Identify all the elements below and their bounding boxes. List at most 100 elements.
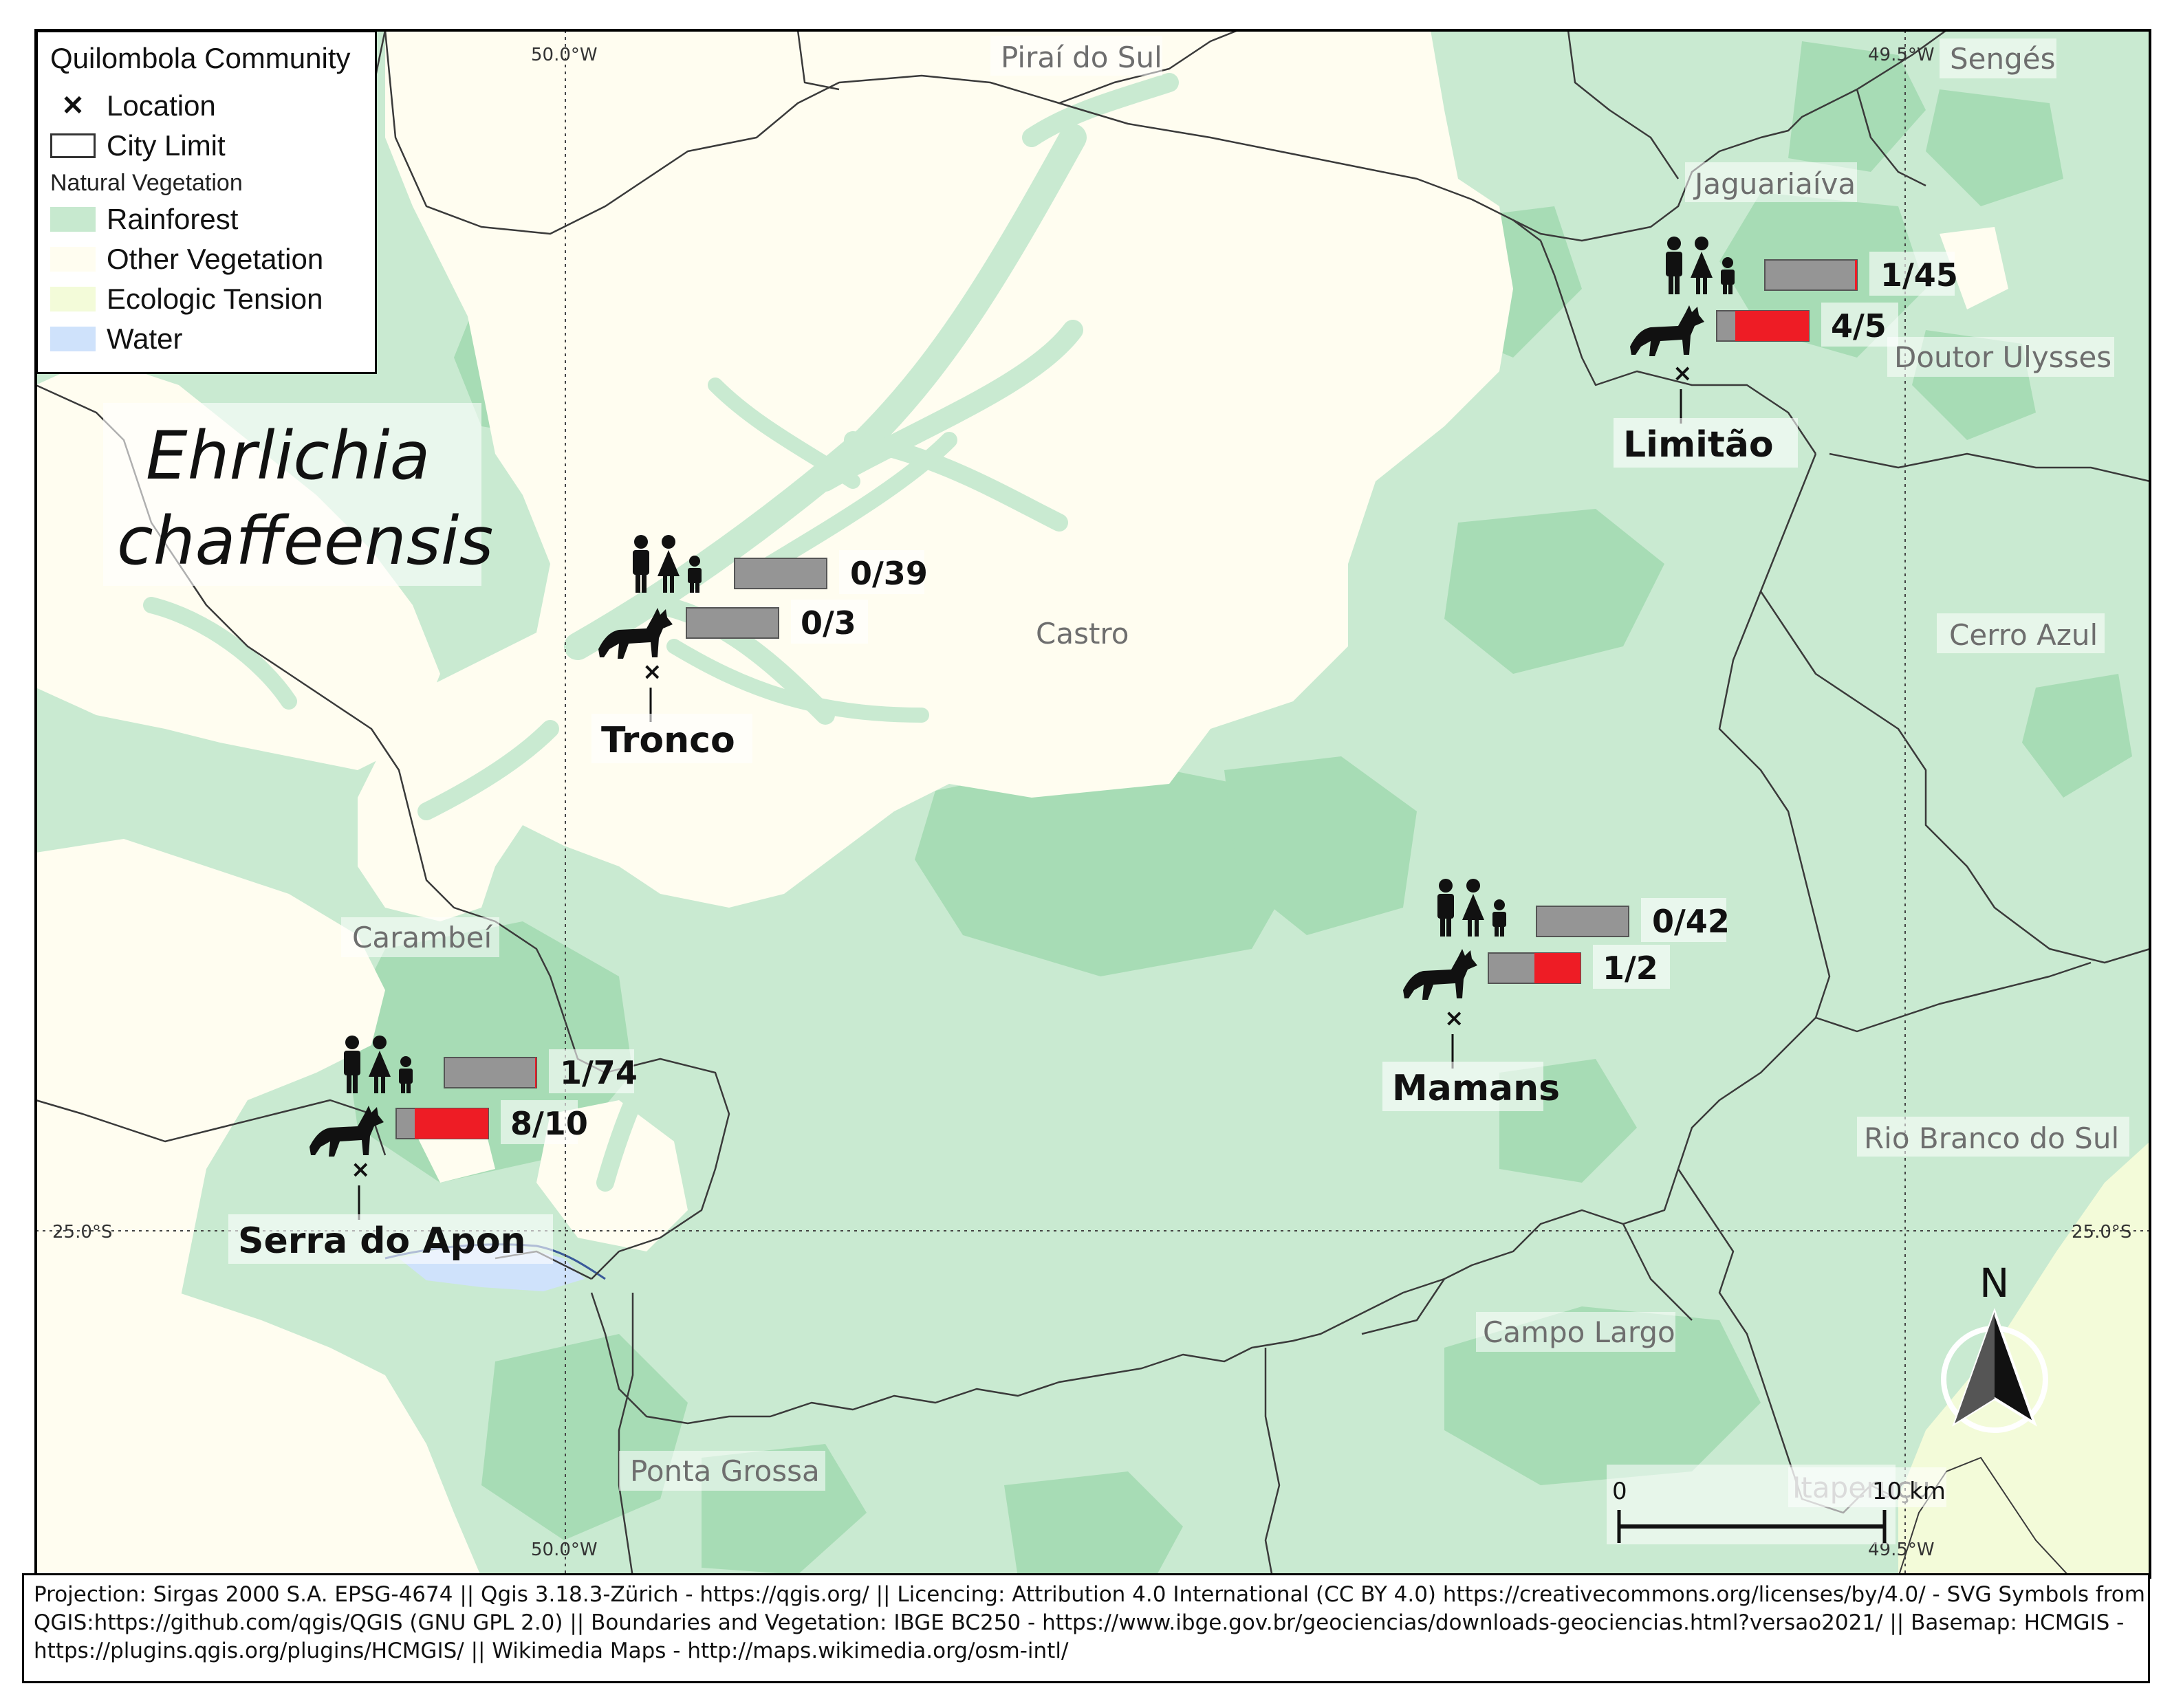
map-title-line1: Ehrlichia <box>146 417 430 494</box>
site-label: Limitão <box>1623 424 1774 466</box>
location-x-icon: × <box>642 658 662 686</box>
site-label-background <box>1382 1062 1543 1111</box>
person-icon <box>633 550 649 575</box>
count-background <box>549 1049 634 1093</box>
community-markers: 0/39 0/3 × Tronco 1/45 4/5 × Limitão 0/42 1/2 × Mam… <box>228 237 1958 1264</box>
scale-bar-end-label: 10 km <box>1872 1478 1946 1505</box>
human-bar-positive <box>535 1058 536 1088</box>
city-label-campo-largo: Campo Largo <box>1483 1315 1675 1349</box>
person-icon <box>381 1075 385 1093</box>
person-icon <box>400 1056 411 1067</box>
ecologic-tension-swatch <box>50 287 96 311</box>
person-icon <box>1495 926 1499 937</box>
human-bar-negative <box>734 558 827 589</box>
location-x-icon: × <box>351 1156 371 1183</box>
human-bar-negative <box>1764 259 1858 291</box>
person-icon <box>670 575 674 593</box>
city-limit-swatch <box>50 133 96 158</box>
dog-bar-positive <box>415 1108 488 1139</box>
site-label-background <box>228 1214 553 1264</box>
count-background <box>839 550 924 594</box>
site-label-background <box>591 714 752 763</box>
dog-bar-negative <box>686 607 779 639</box>
human-bar-positive <box>1855 260 1857 290</box>
dog-count-label: 4/5 <box>1831 307 1887 344</box>
person-icon <box>344 1051 360 1075</box>
site-label: Mamans <box>1392 1068 1560 1109</box>
community-limitao: 1/45 4/5 × Limitão <box>1614 237 1958 468</box>
count-background <box>791 600 868 644</box>
legend-item-city-limit: City Limit <box>50 126 362 166</box>
scale-bar-start-label: 0 <box>1612 1478 1627 1505</box>
person-icon <box>1691 252 1713 278</box>
human-count-label: 1/45 <box>1880 256 1958 294</box>
person-icon <box>1728 283 1733 294</box>
dog-icon <box>309 1106 384 1157</box>
person-icon <box>345 1036 359 1049</box>
ecologic-tension-boundary <box>1898 1456 2071 1578</box>
person-icon <box>662 535 675 549</box>
legend-item-rainforest: Rainforest <box>50 199 362 239</box>
graticule-label-lon-left-bottom: 50.0°W <box>531 1540 598 1560</box>
person-icon <box>1466 879 1480 893</box>
dog-bar-positive <box>1534 953 1581 983</box>
site-label: Tronco <box>601 720 735 761</box>
map-title-line2: chaffeensis <box>117 503 493 580</box>
person-icon <box>1675 274 1680 294</box>
legend-item-other-vegetation: Other Vegetation <box>50 239 362 279</box>
legend-vegetation-heading: Natural Vegetation <box>50 170 243 196</box>
legend-item-location: ✕ Location <box>50 86 362 126</box>
legend-item-label: Rainforest <box>107 203 239 235</box>
person-icon <box>374 1075 378 1093</box>
legend: Quilombola Community ✕ Location City Lim… <box>36 30 377 374</box>
location-x-icon: × <box>1444 1005 1464 1032</box>
dog-icon <box>1630 305 1704 356</box>
human-bar-negative <box>444 1057 537 1088</box>
person-icon <box>1723 283 1727 294</box>
map-title-background <box>103 403 481 586</box>
person-icon <box>1696 276 1700 294</box>
count-background <box>1593 945 1670 989</box>
north-arrow-label: N <box>1979 1260 2009 1306</box>
location-x-icon: ✕ <box>61 91 85 121</box>
dog-icon <box>1403 949 1477 1000</box>
person-icon <box>1475 919 1479 937</box>
human-count-label: 0/39 <box>850 555 928 592</box>
legend-item-label: Location <box>107 89 216 122</box>
graticule-label-lon-left-top: 50.0°W <box>531 45 598 65</box>
person-icon <box>1721 270 1735 285</box>
person-icon <box>373 1036 387 1049</box>
person-icon <box>1437 894 1454 919</box>
other-vegetation-swatch <box>50 247 96 272</box>
person-icon <box>353 1073 358 1093</box>
person-icon <box>399 1069 413 1084</box>
person-icon <box>369 1051 391 1077</box>
graticule-label-lon-right-top: 49.5°W <box>1868 45 1935 65</box>
human-count-label: 0/42 <box>1652 903 1730 940</box>
city-label-pirai-do-sul: Piraí do Sul <box>1001 41 1162 74</box>
site-label: Serra do Apon <box>238 1220 525 1262</box>
person-icon <box>1468 919 1472 937</box>
community-mamans: 0/42 1/2 × Mamans <box>1382 879 1730 1111</box>
legend-item-label: Water <box>107 322 183 355</box>
person-icon <box>1722 257 1733 268</box>
person-icon <box>663 575 667 593</box>
city-label-senges: Sengés <box>1950 42 2056 76</box>
person-icon <box>1446 916 1451 937</box>
person-icon <box>634 535 648 549</box>
credits-footer: Projection: Sirgas 2000 S.A. EPSG-4674 |… <box>22 1573 2150 1683</box>
city-labels: Piraí do Sul Sengés Jaguariaíva Doutor U… <box>341 36 2129 1507</box>
human-bar-negative <box>1536 906 1629 937</box>
north-arrow: N <box>1941 1260 2048 1433</box>
dog-count-label: 8/10 <box>510 1105 588 1142</box>
city-label-rio-branco-do-sul: Rio Branco do Sul <box>1864 1121 2119 1155</box>
person-icon <box>1439 879 1453 893</box>
legend-item-label: Ecologic Tension <box>107 283 323 315</box>
city-label-doutor-ulysses: Doutor Ulysses <box>1894 340 2111 374</box>
city-label-jaguariaiva: Jaguariaíva <box>1693 167 1856 201</box>
person-icon <box>1500 926 1504 937</box>
dog-icon <box>598 608 673 659</box>
scale-bar: 0 10 km <box>1607 1465 1946 1544</box>
location-x-icon: × <box>1673 360 1693 387</box>
